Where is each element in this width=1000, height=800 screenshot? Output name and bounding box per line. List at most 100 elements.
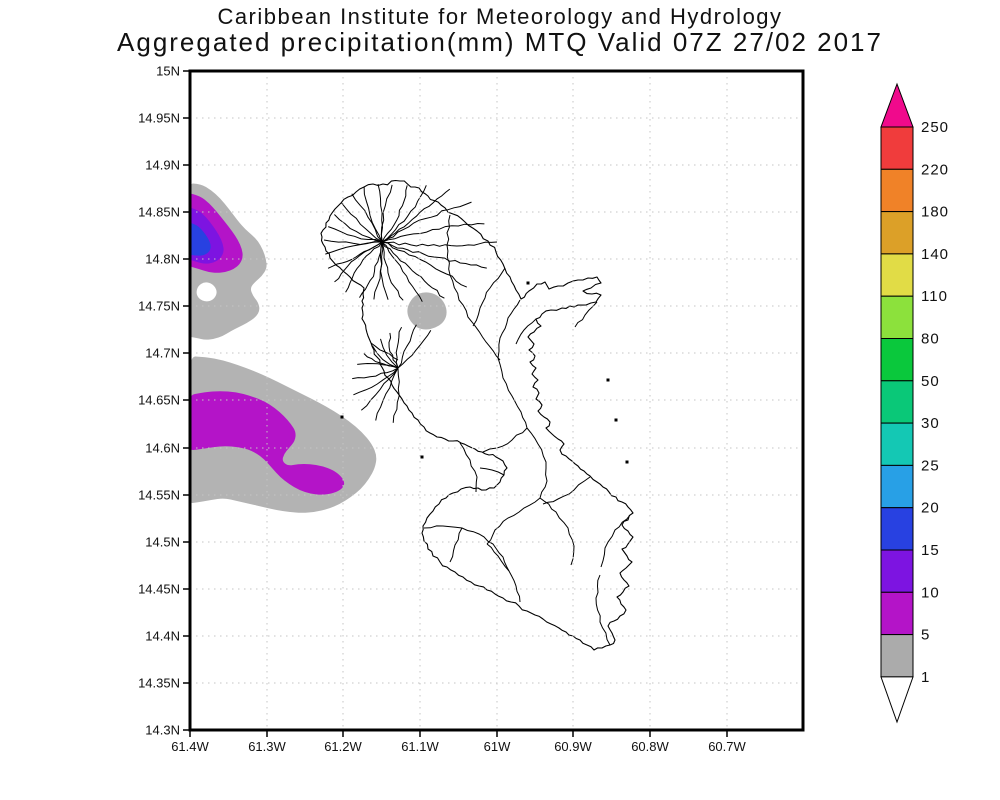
colorbar-level-label: 50 (921, 373, 940, 390)
lon-tick-label: 61.2W (324, 739, 362, 754)
watershed-boundary-line (595, 574, 611, 646)
lat-tick-label: 14.55N (138, 488, 180, 503)
lat-tick-label: 14.35N (138, 676, 180, 691)
stream-line-carbet (363, 353, 399, 369)
colorbar-arrow-above-max (880, 82, 914, 128)
colorbar-segment (880, 126, 914, 170)
colorbar-segment (880, 211, 914, 255)
islet-dot (606, 378, 610, 382)
stream-line-carbet (397, 330, 432, 369)
colorbar-arrow-below-min (880, 676, 914, 724)
stream-line-carbet (380, 338, 399, 369)
colorbar-level-label: 10 (921, 584, 940, 601)
stream-line-pelee (381, 201, 472, 243)
lat-tick-label: 14.65N (138, 393, 180, 408)
islet-dot (614, 418, 618, 422)
stream-line-pelee (351, 193, 383, 243)
watershed-boundary-line (526, 427, 548, 499)
lat-tick-label: 14.7N (145, 346, 180, 361)
page-title: Caribbean Institute for Meteorology and … (217, 4, 783, 29)
colorbar-segment (880, 464, 914, 509)
colorbar-segment (880, 380, 914, 424)
stream-line-pelee (363, 186, 383, 243)
stream-line-pelee (381, 222, 485, 243)
lon-tick-label: 60.7W (708, 739, 746, 754)
lon-tick-label: 60.8W (631, 739, 669, 754)
stream-line-pelee (381, 241, 404, 301)
lat-tick-label: 14.4N (145, 629, 180, 644)
watershed-boundary-line (459, 442, 478, 493)
lat-tick-label: 14.75N (138, 299, 180, 314)
stream-line-pelee (381, 241, 467, 288)
colorbar-level-label: 140 (921, 246, 949, 263)
colorbar-level-label: 1 (921, 669, 930, 686)
stream-line-carbet (375, 367, 399, 421)
watershed-boundary-line (515, 318, 537, 345)
colorbar-segment (880, 591, 914, 636)
watershed-boundary-line (486, 497, 541, 545)
islet-dot (340, 415, 344, 419)
watershed-boundary-line (479, 467, 505, 476)
stream-line-pelee (323, 239, 383, 246)
colorbar-level-label: 15 (921, 542, 940, 559)
colorbar-level-label: 180 (921, 204, 949, 221)
precip-cell-island-gray (407, 292, 447, 330)
lat-tick-label: 14.5N (145, 535, 180, 550)
watershed-boundary-line (472, 267, 506, 327)
lon-tick-label: 61.4W (171, 739, 209, 754)
watershed-boundary-line (423, 525, 510, 572)
colorbar-segment (880, 295, 914, 340)
colorbar-level-label: 30 (921, 415, 940, 432)
stream-line-pelee (381, 241, 487, 269)
precip-cell-nw-blue (190, 222, 211, 256)
stream-line-carbet (392, 367, 400, 423)
page-subtitle: Aggregated precipitation(mm) MTQ Valid 0… (117, 27, 883, 57)
colorbar-segment (880, 549, 914, 593)
lon-tick-label: 60.9W (554, 739, 592, 754)
watershed-boundary-line (539, 497, 575, 566)
colorbar-segment (880, 338, 914, 382)
stream-line-pelee (381, 241, 445, 299)
colorbar-segment (880, 253, 914, 297)
lat-tick-label: 14.8N (145, 252, 180, 267)
stream-line-pelee (334, 214, 383, 243)
gridline-layer (190, 71, 803, 730)
lat-tick-label: 15N (156, 64, 180, 79)
watershed-boundary-line (370, 342, 399, 361)
stream-line-carbet (371, 345, 399, 369)
stream-line-pelee (380, 184, 393, 243)
lat-tick-label: 14.85N (138, 205, 180, 220)
colorbar-segment (880, 507, 914, 551)
watershed-boundary-line (486, 543, 521, 603)
colorbar-segment (880, 422, 914, 466)
stream-line-pelee (345, 241, 383, 293)
islet-dot (526, 281, 530, 285)
stream-line-pelee (341, 202, 383, 243)
stream-line-pelee (373, 241, 384, 300)
islet-dot (625, 460, 629, 464)
colorbar-level-label: 5 (921, 627, 930, 644)
colorbar-level-label: 20 (921, 500, 940, 517)
lat-tick-label: 14.9N (145, 158, 180, 173)
stream-line-carbet (360, 367, 399, 411)
watershed-boundary-line (449, 527, 463, 563)
stream-line-carbet (397, 324, 417, 369)
lon-tick-label: 61W (484, 739, 511, 754)
colorbar: 250 220 180 140 110 80 50 30 25 20 15 10 5 1 (880, 82, 949, 724)
precip-cell-nw-hole (196, 282, 217, 302)
watershed-boundary-line (446, 214, 501, 361)
lat-tick-label: 14.6N (145, 441, 180, 456)
stream-line-pelee (381, 241, 423, 302)
colorbar-level-label: 110 (921, 288, 948, 305)
stream-line-carbet (395, 326, 403, 369)
stream-line-pelee (359, 241, 383, 298)
stream-line-pelee (327, 241, 383, 269)
colorbar-segment (880, 634, 914, 678)
watershed-boundary-line (600, 514, 631, 568)
colorbar-level-label: 220 (921, 161, 949, 178)
stream-line-carbet (352, 367, 399, 380)
watershed-boundary-line (482, 427, 528, 453)
watershed-boundary-line (497, 299, 528, 429)
stream-line-pelee (381, 188, 451, 243)
